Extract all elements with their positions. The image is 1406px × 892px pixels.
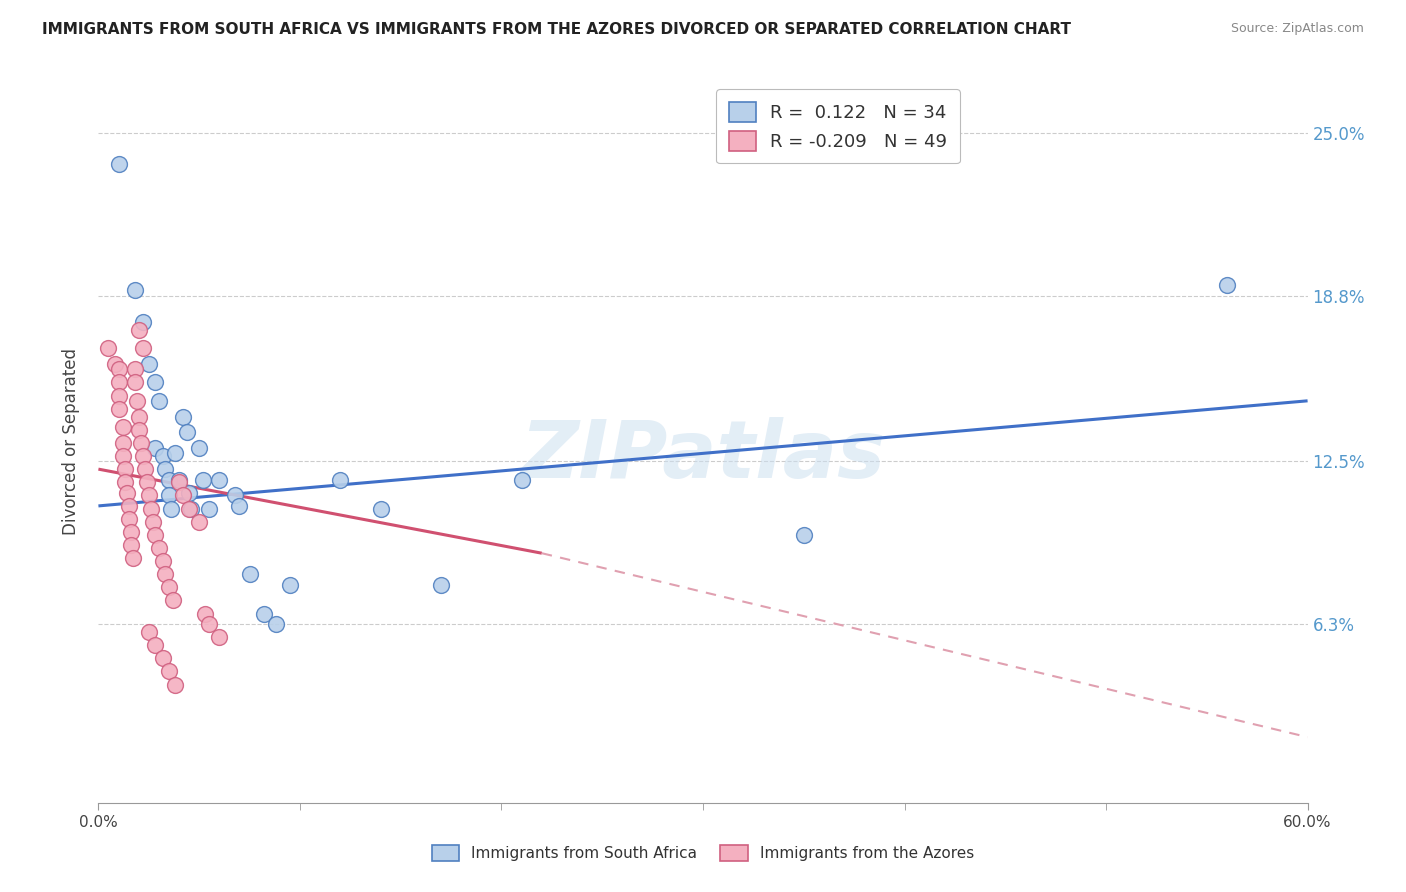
- Point: [107, 376, 129, 390]
- Point: [510, 473, 533, 487]
- Point: [153, 462, 176, 476]
- Point: [134, 462, 156, 476]
- Point: [163, 677, 186, 691]
- Point: [143, 441, 166, 455]
- Point: [103, 357, 125, 371]
- Point: [148, 541, 170, 555]
- Point: [224, 488, 246, 502]
- Point: [107, 362, 129, 376]
- Point: [239, 567, 262, 582]
- Point: [115, 485, 138, 500]
- Point: [1216, 278, 1239, 293]
- Point: [152, 554, 174, 568]
- Point: [143, 528, 166, 542]
- Point: [120, 538, 142, 552]
- Point: [124, 284, 146, 298]
- Point: [157, 665, 180, 679]
- Point: [157, 473, 180, 487]
- Point: [107, 401, 129, 416]
- Point: [163, 446, 186, 460]
- Point: [278, 578, 301, 592]
- Point: [138, 625, 160, 640]
- Point: [193, 473, 215, 487]
- Legend: Immigrants from South Africa, Immigrants from the Azores: Immigrants from South Africa, Immigrants…: [426, 839, 980, 867]
- Point: [157, 580, 180, 594]
- Point: [97, 341, 120, 355]
- Point: [370, 501, 392, 516]
- Point: [111, 420, 134, 434]
- Point: [228, 499, 250, 513]
- Point: [157, 488, 180, 502]
- Point: [167, 475, 190, 490]
- Point: [176, 425, 198, 440]
- Point: [143, 376, 166, 390]
- Point: [129, 435, 152, 450]
- Point: [172, 409, 194, 424]
- Point: [329, 473, 352, 487]
- Point: [132, 315, 155, 329]
- Point: [167, 473, 190, 487]
- Text: ZIPatlas: ZIPatlas: [520, 417, 886, 495]
- Point: [132, 341, 155, 355]
- Point: [172, 488, 194, 502]
- Point: [153, 567, 176, 582]
- Point: [135, 475, 157, 490]
- Point: [118, 499, 141, 513]
- Point: [111, 435, 134, 450]
- Point: [198, 617, 221, 632]
- Point: [264, 617, 287, 632]
- Point: [124, 362, 146, 376]
- Point: [111, 449, 134, 463]
- Y-axis label: Divorced or Separated: Divorced or Separated: [62, 348, 80, 535]
- Point: [114, 462, 136, 476]
- Point: [179, 485, 201, 500]
- Point: [114, 475, 136, 490]
- Point: [208, 630, 231, 644]
- Point: [143, 638, 166, 652]
- Point: [125, 393, 148, 408]
- Point: [198, 501, 221, 516]
- Text: Source: ZipAtlas.com: Source: ZipAtlas.com: [1230, 22, 1364, 36]
- Point: [208, 473, 231, 487]
- Point: [194, 607, 217, 621]
- Point: [179, 501, 201, 516]
- Point: [253, 607, 276, 621]
- Point: [188, 441, 211, 455]
- Point: [162, 593, 184, 607]
- Text: IMMIGRANTS FROM SOUTH AFRICA VS IMMIGRANTS FROM THE AZORES DIVORCED OR SEPARATED: IMMIGRANTS FROM SOUTH AFRICA VS IMMIGRAN…: [42, 22, 1071, 37]
- Point: [138, 357, 160, 371]
- Point: [160, 501, 183, 516]
- Point: [138, 488, 160, 502]
- Point: [180, 501, 202, 516]
- Point: [128, 423, 150, 437]
- Point: [152, 651, 174, 665]
- Point: [142, 515, 165, 529]
- Point: [107, 388, 129, 402]
- Point: [128, 409, 150, 424]
- Point: [188, 515, 211, 529]
- Point: [121, 551, 143, 566]
- Point: [148, 393, 170, 408]
- Point: [107, 157, 129, 171]
- Point: [430, 578, 453, 592]
- Point: [793, 528, 815, 542]
- Point: [124, 376, 146, 390]
- Point: [128, 323, 150, 337]
- Point: [120, 525, 142, 540]
- Point: [152, 449, 174, 463]
- Point: [132, 449, 155, 463]
- Point: [139, 501, 162, 516]
- Point: [118, 512, 141, 526]
